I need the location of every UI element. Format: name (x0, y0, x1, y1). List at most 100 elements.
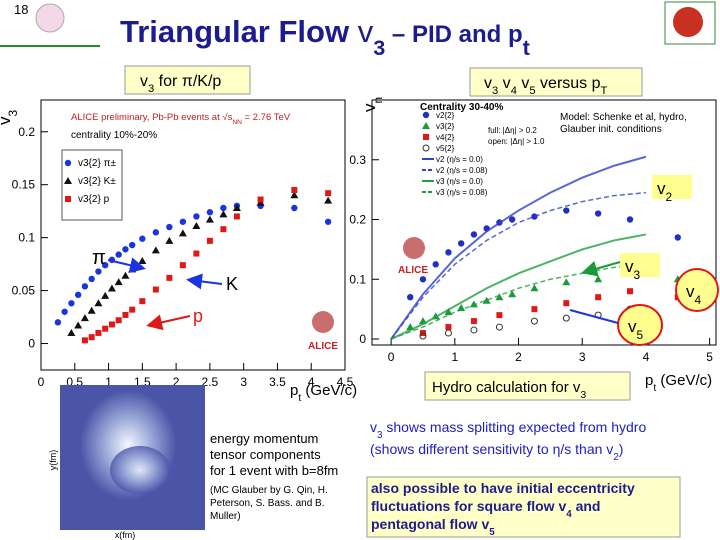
point (121, 271, 130, 279)
point (54, 319, 62, 326)
model-text: Model: Schenke et al, hydro, (560, 112, 687, 123)
point (68, 300, 75, 307)
point (257, 196, 264, 203)
point (232, 204, 241, 211)
arrow (186, 273, 223, 290)
point (115, 317, 122, 324)
arrow (581, 261, 621, 277)
x-tick-label: 4.5 (337, 375, 354, 389)
point (422, 111, 430, 119)
point (595, 294, 602, 301)
point (179, 218, 187, 225)
arrow (107, 257, 146, 274)
point (419, 332, 427, 340)
arrow (569, 309, 619, 324)
x-tick-label: 3 (579, 350, 586, 364)
x-axis-label-part: p (645, 372, 653, 389)
model-curve (390, 155, 647, 340)
x-axis-label: pt (GeV/c) (290, 382, 357, 404)
label: Hydro calculation for v3 (432, 379, 586, 401)
y-tick-label: 0 (28, 337, 35, 351)
point (122, 246, 129, 253)
point (508, 290, 517, 298)
y-tick-label: 0.1 (349, 272, 366, 286)
point (594, 210, 602, 217)
point (74, 321, 83, 329)
x-tick-label: 2.5 (202, 375, 219, 389)
label: v5 (628, 317, 644, 342)
y-tick-label: 0.05 (12, 284, 36, 298)
point (432, 261, 439, 268)
label-box (124, 65, 251, 95)
legend-label: v2 (η/s = 0.0) (436, 155, 483, 164)
point (422, 144, 430, 152)
point (422, 122, 430, 129)
credit: Muller) (210, 511, 241, 522)
legend-label: v2 (η/s = 0.08) (436, 166, 488, 175)
chart-subtitle-part: NN (232, 119, 242, 126)
point (178, 229, 187, 237)
x-tick-label: 0 (38, 375, 45, 389)
inset-y-label: y(fm) (48, 450, 58, 471)
point (139, 235, 146, 242)
point (291, 204, 298, 212)
point (193, 213, 200, 220)
plot-frame (371, 99, 717, 346)
point (166, 274, 173, 281)
caption: for 1 event with b=8fm (210, 463, 338, 478)
y-axis-label-part: v (0, 116, 14, 125)
label-box (620, 253, 660, 277)
point (457, 303, 466, 311)
label: K (226, 274, 238, 294)
x-axis-label-part: t (298, 392, 301, 404)
point (626, 216, 634, 223)
slide-title: Triangular Flow v3 – PID and pt (120, 14, 530, 60)
x-tick-label: 1 (105, 375, 112, 389)
x-tick-label: 3 (240, 375, 247, 389)
point (108, 321, 115, 328)
credit: (MC Glauber by G. Qin, H. (210, 485, 328, 496)
label: v3 for π/K/p (140, 73, 221, 95)
point (530, 284, 539, 292)
point (165, 236, 174, 244)
y-axis-label: v3 (0, 110, 20, 126)
point (139, 298, 146, 305)
point (81, 283, 89, 290)
x-tick-label: 2 (515, 350, 522, 364)
legend-label: v3{2} p (78, 194, 110, 205)
y-tick-label: 0.3 (349, 153, 366, 167)
label-box (424, 371, 631, 401)
point (65, 196, 71, 202)
label: v4 (686, 282, 702, 307)
point (81, 337, 88, 344)
point (205, 215, 214, 223)
point (95, 329, 102, 336)
point (107, 284, 116, 292)
caption: energy momentum (210, 431, 318, 446)
logo-text: ALICE (398, 265, 428, 276)
point (151, 246, 160, 254)
point (88, 275, 95, 283)
y-tick-label: 0.2 (18, 125, 35, 139)
logo (35, 3, 65, 33)
box-text: pentagonal flow v5 (371, 516, 495, 538)
chart-subtitle: ALICE preliminary, Pb-Pb events at √sNN … (71, 112, 291, 126)
model-curve (390, 263, 646, 340)
point (193, 250, 200, 257)
label-box (469, 67, 643, 97)
point (495, 293, 504, 301)
y-tick-label: 0.2 (349, 213, 366, 227)
point (530, 317, 538, 325)
x-axis-label-part: t (653, 382, 656, 394)
point (179, 262, 186, 269)
inset-x-label: x(fm) (115, 530, 136, 540)
text-box (366, 476, 681, 538)
logo (673, 7, 703, 37)
chart-subtitle-part: ALICE preliminary, Pb-Pb events at √s (71, 112, 233, 123)
point (444, 329, 452, 337)
slide-number: 18 (14, 2, 28, 17)
label: v2 (657, 179, 673, 204)
point (674, 234, 681, 241)
legend-label: v3 (η/s = 0.0) (436, 177, 483, 186)
